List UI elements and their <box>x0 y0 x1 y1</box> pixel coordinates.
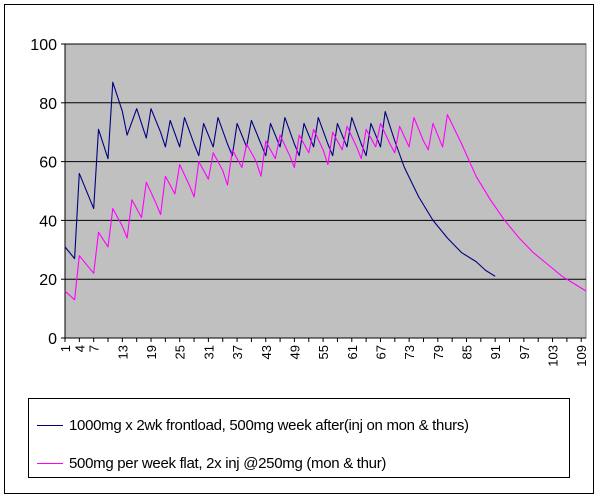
x-tick-label: 49 <box>287 345 302 359</box>
x-tick-label: 7 <box>87 345 102 352</box>
x-tick-label: 109 <box>574 345 589 367</box>
y-tick-label: 0 <box>48 331 57 348</box>
x-tick-label: 13 <box>115 345 130 359</box>
x-tick-label: 31 <box>201 345 216 359</box>
y-tick-label: 20 <box>39 272 57 289</box>
x-tick-label: 25 <box>173 345 188 359</box>
x-tick-label: 103 <box>546 345 561 367</box>
x-tick-label: 1 <box>58 345 73 352</box>
x-tick-label: 4 <box>72 345 87 352</box>
y-tick-label: 80 <box>39 96 57 113</box>
x-tick-label: 19 <box>144 345 159 359</box>
x-tick-label: 85 <box>460 345 475 359</box>
x-tick-label: 55 <box>316 345 331 359</box>
x-tick-label: 37 <box>230 345 245 359</box>
x-tick-label: 61 <box>345 345 360 359</box>
y-tick-label: 40 <box>39 213 57 230</box>
series-line-1 <box>64 81 496 277</box>
legend-swatch-series-2 <box>37 462 63 464</box>
x-tick-label: 43 <box>259 345 274 359</box>
y-tick-label: 60 <box>39 155 57 172</box>
series-line-2 <box>64 114 587 301</box>
x-tick-label: 73 <box>402 345 417 359</box>
legend-swatch-series-1 <box>37 424 63 426</box>
plot-area <box>64 43 587 339</box>
legend-label-series-1: 1000mg x 2wk frontload, 500mg week after… <box>69 416 469 434</box>
chart-legend: 1000mg x 2wk frontload, 500mg week after… <box>28 398 570 478</box>
legend-item-series-1: 1000mg x 2wk frontload, 500mg week after… <box>29 413 469 437</box>
legend-label-series-2: 500mg per week flat, 2x inj @250mg (mon … <box>69 454 387 472</box>
x-tick-label: 79 <box>431 345 446 359</box>
legend-item-series-2: 500mg per week flat, 2x inj @250mg (mon … <box>29 451 386 475</box>
x-tick-label: 97 <box>517 345 532 359</box>
x-tick-label: 91 <box>488 345 503 359</box>
y-tick-label: 100 <box>30 37 57 54</box>
x-tick-label: 67 <box>373 345 388 359</box>
